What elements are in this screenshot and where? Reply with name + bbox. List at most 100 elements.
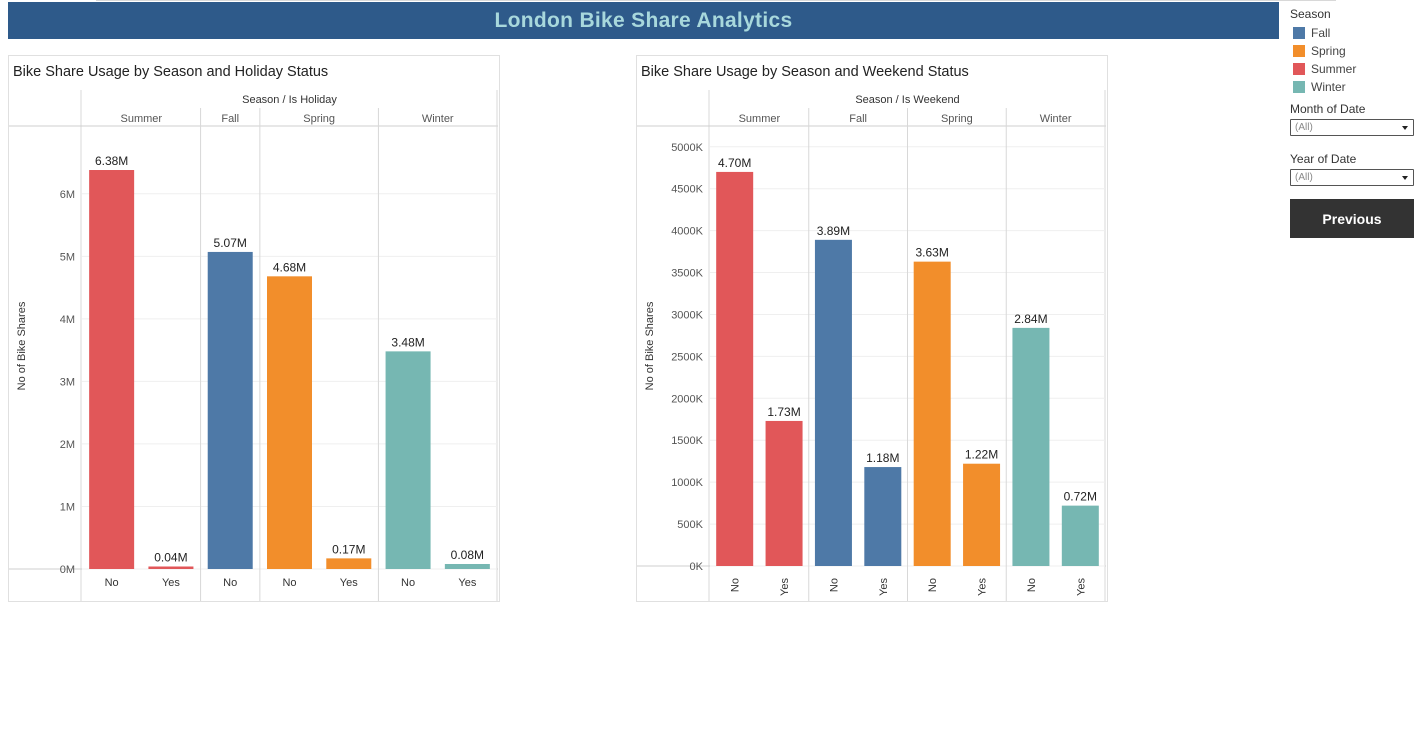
data-label: 0.17M: [332, 542, 365, 556]
y-tick-label: 6M: [60, 189, 75, 201]
x-category-label: Yes: [1075, 578, 1087, 596]
season-header: Spring: [941, 113, 973, 125]
data-label: 1.22M: [965, 448, 998, 462]
bar-summer-no: [716, 171, 754, 566]
month-filter-label: Month of Date: [1290, 102, 1366, 116]
month-filter-value: (All): [1295, 122, 1313, 133]
weekend-chart-panel: Bike Share Usage by Season and Weekend S…: [636, 55, 1108, 602]
top-divider: [96, 0, 1336, 1]
bar-summer-yes: [148, 566, 194, 569]
previous-button[interactable]: Previous: [1290, 199, 1414, 238]
data-label: 0.04M: [154, 550, 187, 564]
x-category-label: No: [1026, 578, 1038, 592]
legend-swatch-fall: [1293, 27, 1305, 39]
x-category-label: No: [927, 578, 939, 592]
x-category-label: No: [223, 577, 237, 589]
season-header: Fall: [849, 113, 867, 125]
year-filter-dropdown[interactable]: (All): [1290, 169, 1414, 186]
year-filter-label: Year of Date: [1290, 152, 1357, 166]
data-label: 1.18M: [866, 451, 899, 465]
x-category-label: No: [282, 577, 296, 589]
data-label: 6.38M: [95, 154, 128, 168]
month-filter-dropdown[interactable]: (All): [1290, 119, 1414, 136]
bar-spring-no: [913, 261, 951, 566]
y-tick-label: 5M: [60, 251, 75, 263]
bar-summer-yes: [765, 420, 803, 566]
chevron-down-icon: [1402, 126, 1408, 130]
bar-winter-no: [1012, 327, 1050, 566]
bar-spring-yes: [326, 558, 372, 569]
x-category-label: Yes: [162, 577, 180, 589]
legend-item-fall[interactable]: Fall: [1290, 24, 1420, 42]
y-tick-label: 2000K: [671, 393, 703, 405]
data-label: 0.08M: [451, 548, 484, 562]
chevron-down-icon: [1402, 176, 1408, 180]
x-category-label: Yes: [458, 577, 476, 589]
legend-label: Summer: [1311, 62, 1357, 76]
month-filter: Month of Date (All): [1290, 102, 1414, 136]
x-category-label: Yes: [878, 578, 890, 596]
legend-label: Spring: [1311, 44, 1346, 58]
y-axis-label: No of Bike Shares: [16, 301, 28, 390]
season-header: Fall: [221, 113, 239, 125]
y-axis-label: No of Bike Shares: [644, 301, 656, 390]
legend-swatch-summer: [1293, 63, 1305, 75]
x-category-label: No: [401, 577, 415, 589]
y-tick-label: 3500K: [671, 268, 703, 280]
bar-winter-no: [385, 351, 431, 569]
bar-winter-yes: [1061, 505, 1099, 566]
bar-summer-no: [89, 170, 135, 569]
x-category-label: Yes: [340, 577, 358, 589]
y-tick-label: 1000K: [671, 477, 703, 489]
season-legend: Season Fall Spring Summer Winter: [1290, 7, 1420, 96]
bar-fall-no: [814, 239, 852, 567]
bar-fall-no: [207, 251, 253, 569]
season-header: Winter: [1040, 113, 1072, 125]
x-category-label: Yes: [779, 578, 791, 596]
season-header: Summer: [739, 113, 781, 125]
data-label: 3.48M: [391, 335, 424, 349]
year-filter-value: (All): [1295, 172, 1313, 183]
data-label: 1.73M: [767, 405, 800, 419]
season-header: Winter: [422, 113, 454, 125]
legend-label: Fall: [1311, 26, 1331, 40]
season-header: Summer: [121, 113, 163, 125]
legend-item-winter[interactable]: Winter: [1290, 78, 1420, 96]
holiday-chart-panel: Bike Share Usage by Season and Holiday S…: [8, 55, 500, 602]
bar-spring-yes: [963, 463, 1001, 566]
y-tick-label: 3M: [60, 376, 75, 388]
y-tick-label: 4500K: [671, 184, 703, 196]
y-tick-label: 1500K: [671, 435, 703, 447]
legend-item-spring[interactable]: Spring: [1290, 42, 1420, 60]
data-label: 3.89M: [817, 224, 850, 238]
data-label: 2.84M: [1014, 312, 1047, 326]
weekend-chart: Season / Is Weekend 0K 500K 1000K 1500K 2000K…: [637, 90, 1106, 601]
bar-spring-no: [267, 276, 312, 569]
legend-item-summer[interactable]: Summer: [1290, 60, 1420, 78]
holiday-chart: Season / Is Holiday 0M 1M 2M 3M 4M 5M 6M No of B…: [9, 90, 498, 601]
y-tick-label: 2M: [60, 439, 75, 451]
data-label: 4.70M: [718, 156, 751, 170]
legend-label: Winter: [1311, 80, 1346, 94]
legend-swatch-winter: [1293, 81, 1305, 93]
y-tick-label: 0K: [690, 561, 704, 573]
season-header: Spring: [303, 113, 335, 125]
legend-swatch-spring: [1293, 45, 1305, 57]
dashboard-header: London Bike Share Analytics: [8, 2, 1279, 39]
holiday-chart-title: Bike Share Usage by Season and Holiday S…: [13, 64, 329, 80]
x-category-label: No: [105, 577, 119, 589]
y-tick-label: 500K: [677, 519, 703, 531]
dashboard-title: London Bike Share Analytics: [494, 8, 793, 32]
column-header: Season / Is Holiday: [242, 94, 337, 106]
data-label: 4.68M: [273, 260, 306, 274]
data-label: 0.72M: [1064, 490, 1097, 504]
weekend-chart-title: Bike Share Usage by Season and Weekend S…: [641, 64, 969, 80]
y-tick-label: 1M: [60, 501, 75, 513]
bar-fall-yes: [864, 467, 902, 566]
y-tick-label: 4000K: [671, 226, 703, 238]
x-category-label: No: [828, 578, 840, 592]
x-category-label: No: [730, 578, 742, 592]
y-tick-label: 2500K: [671, 351, 703, 363]
year-filter: Year of Date (All): [1290, 152, 1414, 186]
legend-title: Season: [1290, 7, 1331, 21]
